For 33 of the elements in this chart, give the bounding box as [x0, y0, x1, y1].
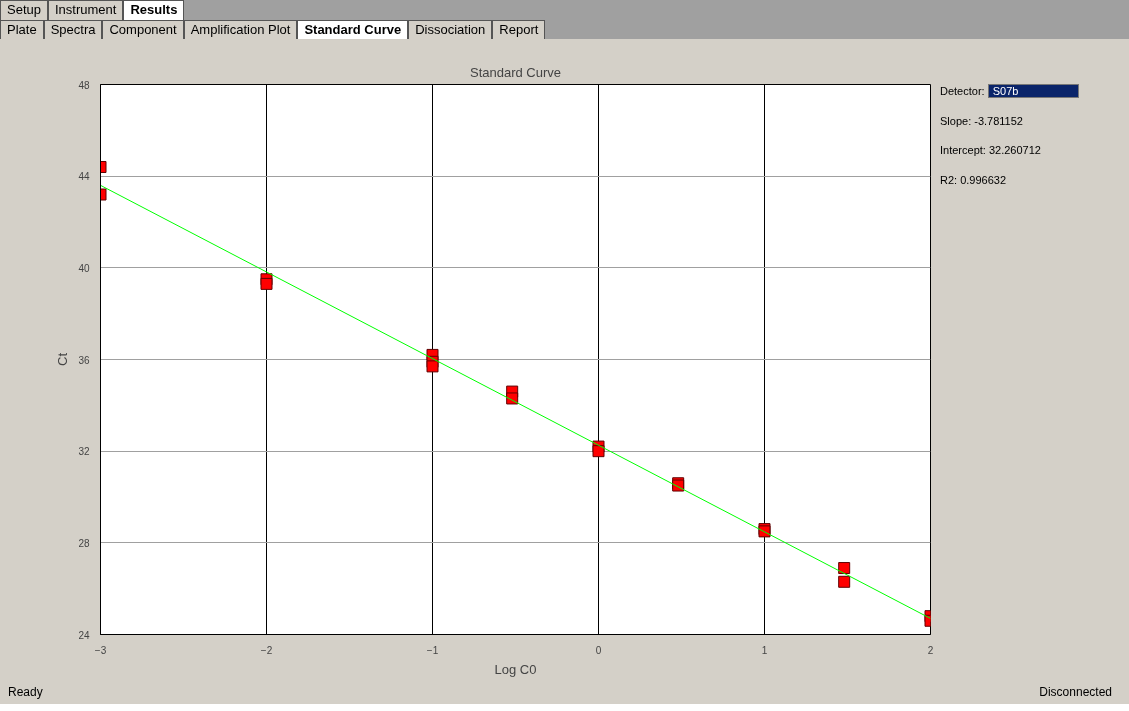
- text: Slope: -3.781152: [940, 113, 1024, 129]
- y-tick-label: 40: [78, 262, 90, 274]
- text: Intercept: 32.260712: [940, 143, 1042, 159]
- y-tick-label: 24: [78, 629, 90, 641]
- text: Amplification Plot: [183, 19, 298, 40]
- x-tick-label: 0: [595, 644, 602, 656]
- text: Spectra: [43, 19, 103, 40]
- text: Standard Curve: [297, 19, 409, 40]
- y-tick-label: 28: [78, 537, 90, 549]
- y-tick-label: 44: [78, 171, 90, 183]
- text: R2: 0.996632: [940, 173, 1008, 189]
- y-tick-label: 48: [78, 79, 90, 91]
- x-tick-label: −1: [426, 644, 439, 656]
- text: Ready: [7, 684, 44, 701]
- text: Plate: [0, 19, 44, 40]
- chart-title: Standard Curve: [469, 64, 562, 80]
- x-tick-label: 1: [761, 644, 768, 656]
- x-tick-label: 2: [927, 644, 934, 656]
- x-axis-title: Log C0: [494, 661, 537, 677]
- text: Setup: [0, 0, 48, 20]
- y-axis-title: Ct: [55, 352, 71, 366]
- text: Instrument: [47, 0, 124, 20]
- text: Report: [492, 19, 546, 40]
- x-tick-label: −3: [94, 644, 107, 656]
- text: Dissociation: [408, 19, 493, 40]
- text: Disconnected: [1038, 684, 1113, 701]
- text: Component: [102, 19, 184, 40]
- y-tick-label: 32: [78, 446, 90, 458]
- text: Results: [123, 0, 185, 20]
- y-tick-label: 36: [78, 354, 90, 366]
- text: Detector:: [940, 85, 985, 97]
- x-tick-label: −2: [260, 644, 273, 656]
- text: S07b: [987, 84, 1080, 98]
